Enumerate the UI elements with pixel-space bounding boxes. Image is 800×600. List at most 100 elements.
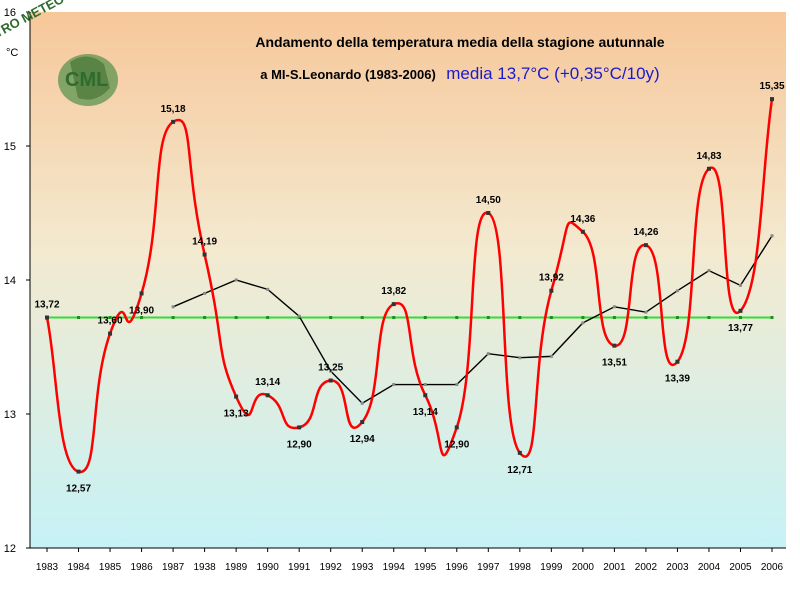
temperature-point [76, 469, 81, 474]
x-tick-label: 2006 [761, 562, 784, 573]
moving-average-point [770, 234, 774, 238]
data-labels: 13,72 12,57 13,60 13,90 15,18 14,19 13,13 13,14… [34, 81, 784, 495]
x-tick-label: 1996 [446, 562, 469, 573]
moving-average-point [203, 291, 207, 295]
temperature-point [139, 291, 144, 296]
x-ticks: 1983 1984 1985 1986 1987 1938 1989 1990 1991 1992… [36, 548, 784, 573]
moving-average-point [171, 305, 175, 309]
y-tick-label: 14 [4, 275, 16, 287]
moving-average-point [707, 269, 711, 273]
temperature-point [328, 378, 333, 383]
temperature-point [108, 331, 113, 336]
data-label: 14,83 [696, 151, 721, 162]
x-tick-label: 2004 [698, 562, 721, 573]
mean-point [329, 316, 333, 320]
data-label: 15,18 [161, 104, 186, 115]
moving-average-point [329, 369, 333, 373]
temperature-point [486, 211, 491, 215]
data-label: 13,92 [539, 273, 564, 284]
temperature-point [202, 252, 207, 257]
temperature-point [265, 393, 270, 398]
mean-point [738, 316, 742, 320]
temperature-point [454, 425, 459, 430]
data-label: 13,51 [602, 358, 627, 369]
moving-average-point [518, 356, 522, 360]
data-label: 14,26 [633, 227, 658, 238]
data-label: 13,25 [318, 363, 343, 374]
moving-average-point [612, 305, 616, 309]
chart-subtitle-station: a MI-S.Leonardo (1983-2006) [260, 67, 436, 82]
mean-point [581, 316, 585, 320]
mean-point [171, 316, 175, 320]
x-tick-label: 1993 [351, 562, 374, 573]
mean-point [455, 316, 459, 320]
data-label: 13,82 [381, 286, 406, 297]
chart-subtitle: a MI-S.Leonardo (1983-2006) media 13,7°C… [260, 64, 659, 83]
data-label: 13,14 [255, 377, 280, 388]
temperature-point [517, 450, 522, 455]
temperature-point [45, 315, 49, 320]
temperature-line [45, 98, 774, 473]
moving-average-point [486, 352, 490, 356]
logo-center-text: CML [65, 69, 108, 91]
mean-point [518, 316, 522, 320]
data-label: 13,72 [34, 300, 59, 311]
data-label: 13,77 [728, 323, 753, 334]
temperature-point [549, 288, 554, 293]
y-tick-label: 13 [4, 409, 16, 421]
chart-subtitle-media: media 13,7°C (+0,35°C/10y) [446, 64, 659, 83]
plot-background [30, 12, 786, 548]
data-label: 14,50 [476, 195, 501, 206]
x-tick-label: 2000 [572, 562, 595, 573]
y-axis-unit: °C [6, 47, 18, 59]
data-label: 12,90 [444, 439, 469, 450]
moving-average-point [675, 289, 679, 293]
y-tick-label: 15 [4, 141, 16, 153]
x-tick-label: 1983 [36, 562, 59, 573]
moving-average-point [423, 383, 427, 387]
temperature-point [297, 425, 302, 430]
moving-average-point [297, 314, 301, 318]
mean-point [549, 316, 553, 320]
mean-point [423, 316, 427, 320]
x-tick-label: 1998 [509, 562, 532, 573]
chart-title: Andamento della temperatura media della … [255, 34, 664, 50]
mean-point [108, 316, 112, 320]
temperature-point [738, 308, 743, 313]
temperature-point [234, 394, 239, 399]
mean-point [77, 316, 81, 320]
data-label: 13,60 [98, 316, 123, 327]
temperature-point [360, 420, 365, 425]
moving-average-point [392, 383, 396, 387]
data-label: 13,39 [665, 374, 690, 385]
temperature-point [580, 229, 585, 234]
x-tick-label: 1992 [320, 562, 343, 573]
x-tick-label: 2001 [603, 562, 626, 573]
mean-point [203, 316, 207, 320]
x-tick-label: 1991 [288, 562, 311, 573]
mean-point [770, 316, 774, 320]
moving-average-point [738, 283, 742, 287]
x-tick-label: 1985 [99, 562, 122, 573]
mean-point [234, 316, 238, 320]
data-label: 15,35 [759, 81, 784, 92]
temperature-point [770, 97, 774, 102]
moving-average-point [549, 354, 553, 358]
data-label: 13,90 [129, 305, 154, 316]
x-tick-label: 1994 [383, 562, 406, 573]
temperature-point [391, 302, 396, 307]
moving-average-point [581, 321, 585, 325]
x-tick-label: 1938 [193, 562, 216, 573]
temperature-point [171, 119, 176, 124]
x-tick-label: 1995 [414, 562, 437, 573]
temperature-point [643, 243, 648, 248]
mean-point [612, 316, 616, 320]
x-tick-label: 1984 [67, 562, 90, 573]
mean-point [486, 316, 490, 320]
x-tick-label: 1990 [257, 562, 280, 573]
data-label: 12,71 [507, 465, 532, 476]
mean-point [392, 316, 396, 320]
temperature-point [675, 359, 680, 364]
series-layer [45, 97, 774, 474]
